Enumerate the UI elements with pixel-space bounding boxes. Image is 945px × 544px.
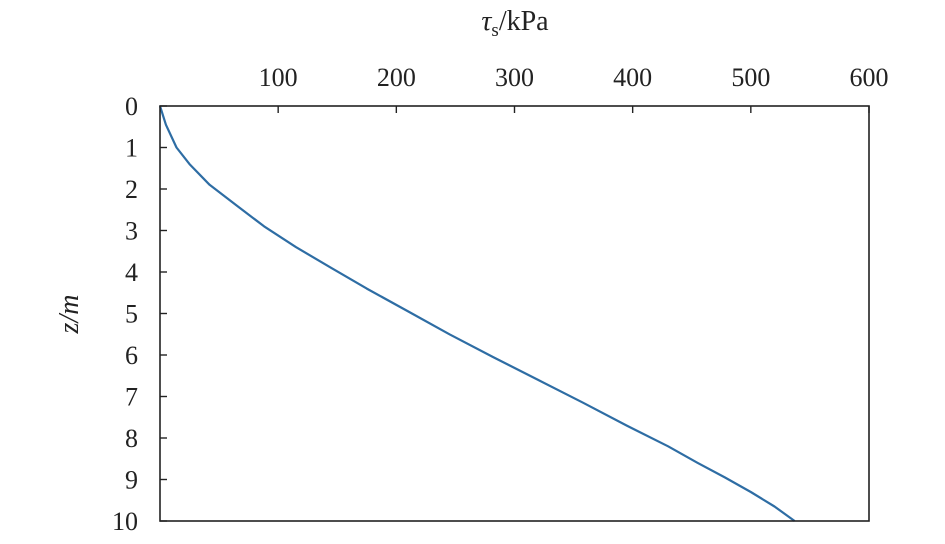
x-tick-label-600: 600 <box>850 63 889 92</box>
y-tick-label-0: 0 <box>125 92 138 121</box>
y-tick-label-8: 8 <box>125 424 138 453</box>
x-tick-label-500: 500 <box>731 63 770 92</box>
y-axis-label: z/m <box>54 295 85 335</box>
x-tick-label-100: 100 <box>259 63 298 92</box>
y-tick-label-10: 10 <box>112 507 138 536</box>
y-tick-label-4: 4 <box>125 258 138 287</box>
y-tick-label-6: 6 <box>125 341 138 370</box>
y-tick-label-7: 7 <box>125 383 138 412</box>
x-axis-label-symbol: τ <box>481 6 492 37</box>
y-tick-label-3: 3 <box>125 217 138 246</box>
x-tick-label-400: 400 <box>613 63 652 92</box>
plot-frame <box>159 105 870 522</box>
y-tick-label-1: 1 <box>125 134 138 163</box>
y-tick-label-2: 2 <box>125 175 138 204</box>
y-tick-label-5: 5 <box>125 300 138 329</box>
x-tick-label-200: 200 <box>377 63 416 92</box>
y-tick-label-9: 9 <box>125 466 138 495</box>
x-axis-label: τs/kPa <box>481 6 549 41</box>
x-axis-label-subscript: s <box>491 20 498 41</box>
series-line <box>158 105 796 522</box>
axis-ticks: 100 200 300 400 500 600 0 1 2 3 4 5 6 7 8 9 10 <box>112 63 889 536</box>
x-tick-label-300: 300 <box>495 63 534 92</box>
x-axis-label-unit: /kPa <box>499 6 549 37</box>
